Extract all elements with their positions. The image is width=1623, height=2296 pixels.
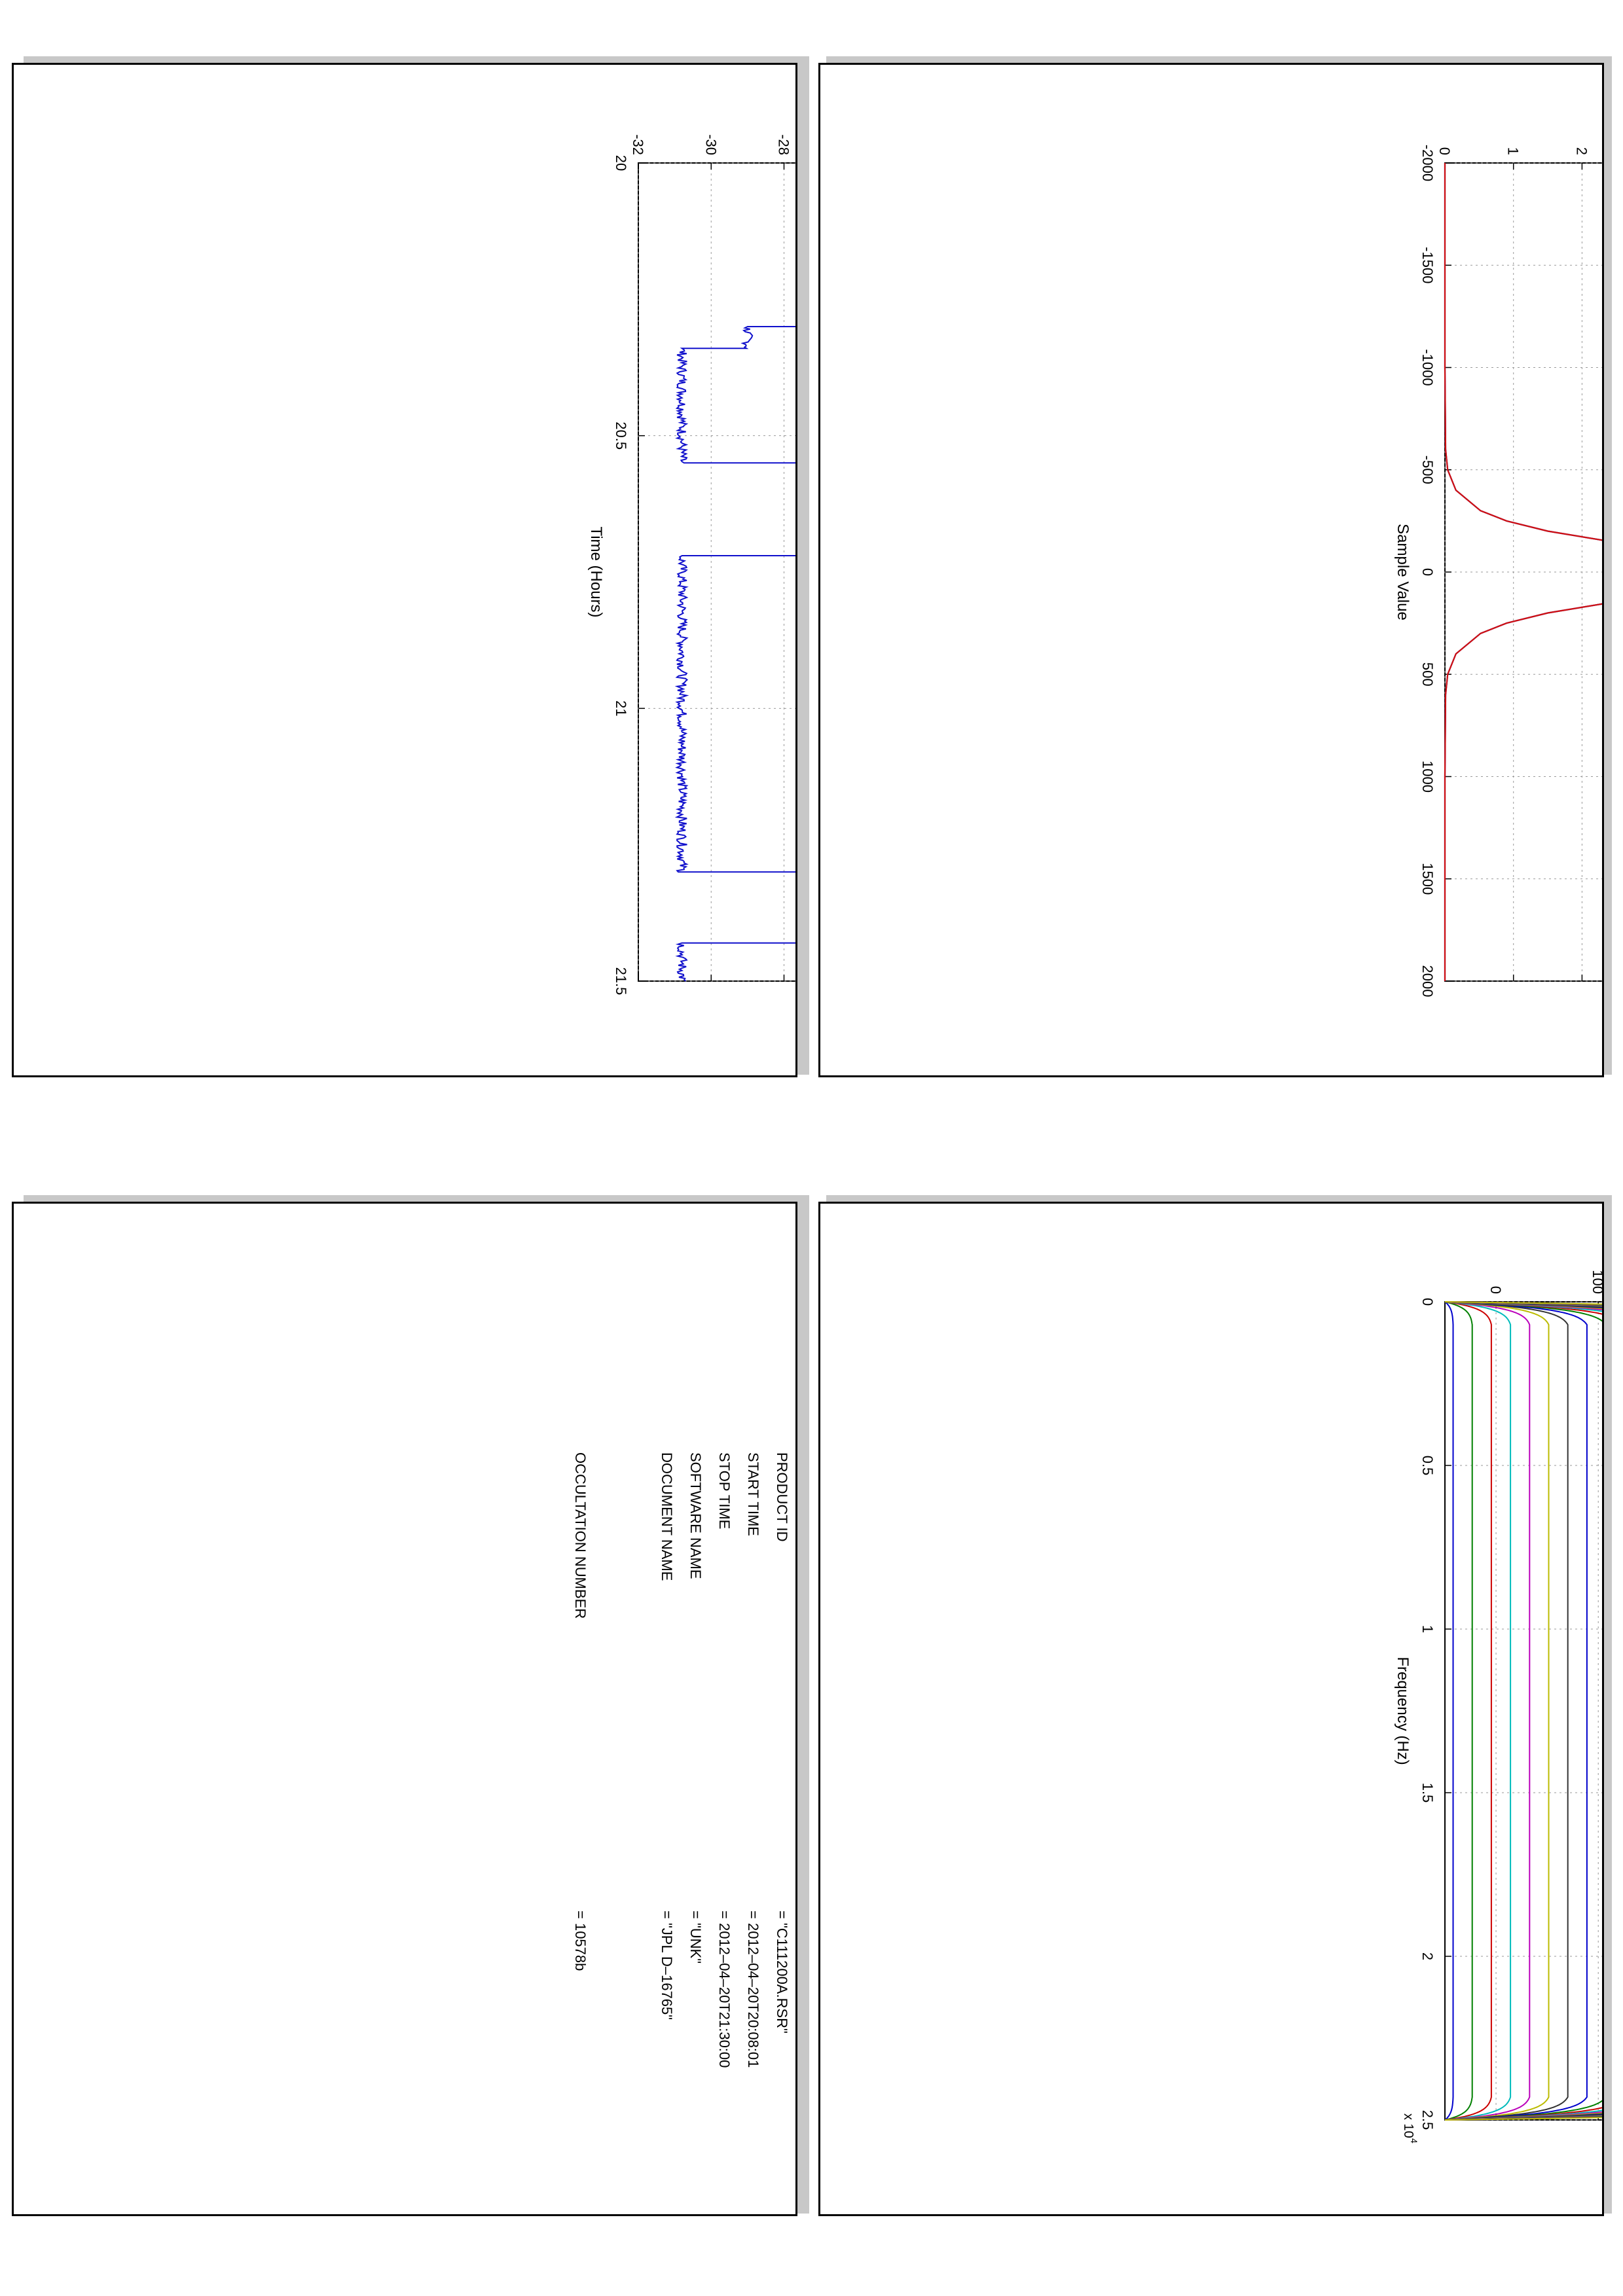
x-exponent-power: 4 [1409, 2138, 1419, 2144]
plot-area [638, 162, 795, 982]
x-tick-label: 0.5 [1419, 1456, 1436, 1476]
y-tick-label: 100 [1590, 1270, 1602, 1294]
label-key: START TIME [745, 1452, 761, 1536]
spectrum-series-line [1444, 1301, 1550, 2121]
label-value: = "UNK" [687, 1910, 704, 1964]
label-value: = "C111200A.RSR" [774, 1910, 790, 2034]
power-panel: 2020.52121.5-32-30-28-26-24-22-20-18-16F… [12, 63, 797, 1077]
power-chart: 2020.52121.5-32-30-28-26-24-22-20-18-16F… [587, 134, 795, 996]
spectrum-series-line [1444, 1301, 1512, 2121]
x-tick-label: 2000 [1419, 965, 1436, 997]
spectrum-series-line [1444, 1301, 1473, 2121]
spectrum-chart: 00.511.522.50100200300400500FNDLOOK – Po… [1394, 1270, 1602, 2144]
spectrum-series-line [1444, 1301, 1531, 2121]
x-tick-label: 21.5 [613, 967, 629, 996]
spectrum-series-line [1444, 1301, 1588, 2121]
y-tick-label: -30 [702, 134, 719, 155]
label-value: = 10578b [572, 1910, 589, 1971]
x-axis-label: Frequency (Hz) [1394, 1657, 1412, 1765]
x-tick-label: -1500 [1419, 247, 1436, 283]
label-value: = "JPL D–16765" [659, 1910, 675, 2020]
x-tick-label: 1500 [1419, 863, 1436, 895]
spectrum-series-line [1444, 1301, 1454, 2121]
y-tick-label: 0 [1487, 1286, 1504, 1294]
label-key: OCCULTATION NUMBER [572, 1452, 589, 1619]
spectrum-series-line [1444, 1301, 1602, 2121]
x-tick-label: 0 [1419, 568, 1436, 576]
label-value: = 2012–04–20T21:30:00 [716, 1910, 733, 2068]
y-tick-label: 0 [1436, 147, 1453, 155]
label-table: PDS VERSION ID= PDS3RECORD TYPE= FIXED L… [572, 1452, 790, 2068]
x-tick-label: 1000 [1419, 761, 1436, 793]
spectrum-series-line [1444, 1301, 1602, 2121]
spectrum-series-line [1444, 1301, 1602, 2121]
label-key: STOP TIME [716, 1452, 733, 1529]
plot-area [1444, 1301, 1602, 2121]
x-tick-label: -1000 [1419, 349, 1436, 386]
x-axis-label: Sample Value [1394, 524, 1412, 620]
spectrum-panel: 00.511.522.50100200300400500FNDLOOK – Po… [818, 1202, 1604, 2216]
x-exponent: x 10 [1401, 2113, 1415, 2138]
label-key: DOCUMENT NAME [659, 1452, 675, 1581]
label-value: = 2012–04–20T20:08:01 [745, 1910, 761, 2068]
spectrum-series-line [1444, 1301, 1492, 2121]
x-tick-label: 20.5 [613, 422, 629, 450]
spectrum-series-line [1444, 1301, 1569, 2121]
x-tick-label: 2.5 [1419, 2110, 1436, 2130]
x-tick-label: -500 [1419, 456, 1436, 484]
y-tick-label: -32 [630, 134, 646, 155]
y-tick-label: 2 [1573, 147, 1590, 155]
histogram-panel: -2000-1500-1000-500050010001500200001234… [818, 63, 1604, 1077]
x-tick-label: -2000 [1419, 145, 1436, 181]
x-tick-label: 1 [1419, 1625, 1436, 1633]
y-tick-label: 1 [1505, 147, 1522, 155]
x-tick-label: 20 [613, 155, 629, 171]
power-trace [674, 236, 795, 982]
histogram-chart: -2000-1500-1000-500050010001500200001234… [1394, 145, 1602, 997]
x-tick-label: 0 [1419, 1298, 1436, 1306]
x-tick-label: 21 [613, 700, 629, 716]
label-key: SOFTWARE NAME [687, 1452, 704, 1579]
x-tick-label: 500 [1419, 662, 1436, 687]
x-axis-label: Time (Hours) [587, 526, 605, 617]
label-table-panel: PDS VERSION ID= PDS3RECORD TYPE= FIXED L… [12, 1202, 797, 2216]
label-key: PRODUCT ID [774, 1452, 790, 1542]
spectrum-series-line [1444, 1301, 1602, 2121]
quadrature-curve [1444, 163, 1602, 981]
x-tick-label: 2 [1419, 1952, 1436, 1960]
y-tick-label: -28 [776, 134, 792, 155]
x-tick-label: 1.5 [1419, 1783, 1436, 1803]
